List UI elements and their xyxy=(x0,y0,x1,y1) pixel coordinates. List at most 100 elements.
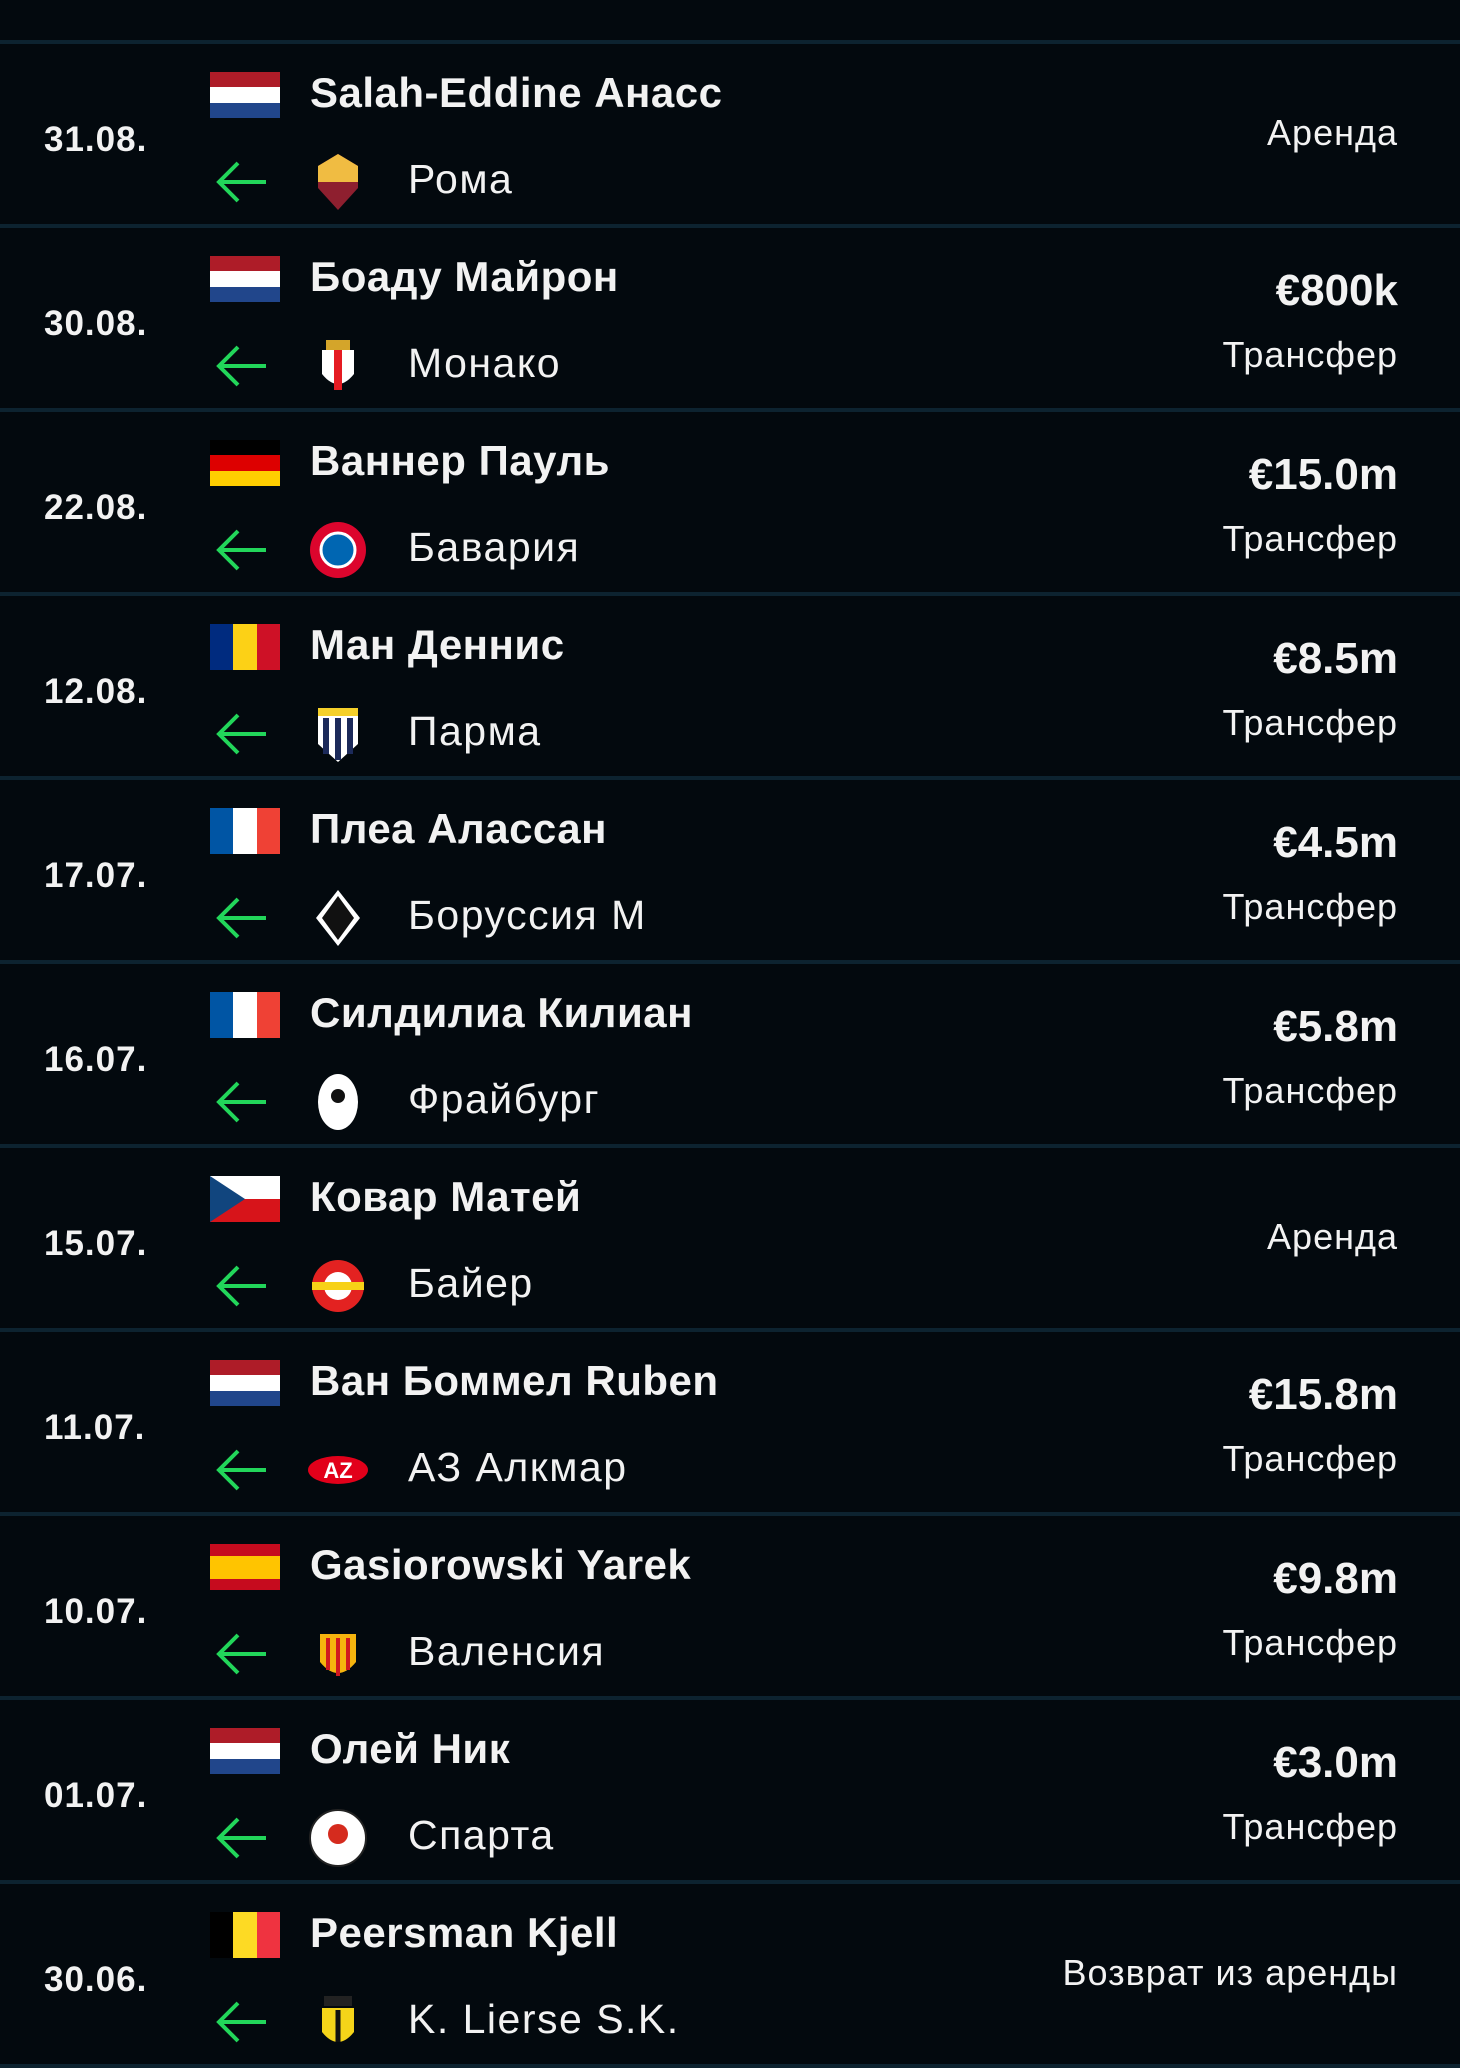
transfer-row[interactable]: 15.07. Ковар Матей Байер Аренда xyxy=(0,1148,1460,1328)
club-name[interactable]: Спарта xyxy=(408,1812,555,1858)
club-name[interactable]: Монако xyxy=(408,340,562,386)
arrow-left-icon xyxy=(216,161,266,203)
transfer-date: 11.07. xyxy=(44,1408,146,1447)
player-name[interactable]: Ман Деннис xyxy=(310,621,565,668)
transfer-row[interactable]: 17.07. Плеа Алассан Боруссия М €4.5m Тра… xyxy=(0,780,1460,960)
romania-flag-icon xyxy=(210,624,280,670)
transfer-date: 17.07. xyxy=(44,856,148,895)
player-name[interactable]: Gasiorowski Yarek xyxy=(310,1541,692,1588)
transfer-row[interactable]: 11.07. Ван Боммел Ruben AZ АЗ Алкмар €15… xyxy=(0,1332,1460,1512)
row-divider xyxy=(0,408,1460,412)
club-name[interactable]: Валенсия xyxy=(408,1628,606,1674)
transfer-date: 15.07. xyxy=(44,1224,148,1263)
transfer-type: Трансфер xyxy=(1222,702,1398,743)
transfer-row[interactable]: 01.07. Олей Ник Спарта €3.0m Трансфер xyxy=(0,1700,1460,1880)
arrow-left-icon xyxy=(216,713,266,755)
player-name[interactable]: Боаду Майрон xyxy=(310,253,619,300)
netherlands-flag-icon xyxy=(210,72,280,118)
transfer-fee: €9.8m xyxy=(1273,1554,1398,1603)
transfer-fee: €15.8m xyxy=(1248,1370,1398,1419)
transfer-date: 31.08. xyxy=(44,120,148,159)
monaco-crest-icon xyxy=(322,340,354,390)
player-name[interactable]: Олей Ник xyxy=(310,1725,511,1772)
transfer-type: Возврат из аренды xyxy=(1062,1952,1398,1993)
sparta-crest-icon xyxy=(309,1809,367,1867)
transfer-row[interactable]: 22.08. Ваннер Пауль Бавария €15.0m Транс… xyxy=(0,412,1460,592)
player-name[interactable]: Ваннер Пауль xyxy=(310,437,610,484)
player-name[interactable]: Peersman Kjell xyxy=(310,1909,619,1956)
transfer-type: Трансфер xyxy=(1222,1806,1398,1847)
club-name[interactable]: Боруссия М xyxy=(408,892,647,938)
transfer-fee: €4.5m xyxy=(1273,818,1398,867)
row-divider xyxy=(0,592,1460,596)
az-crest-icon: AZ xyxy=(308,1456,368,1484)
transfer-fee: €5.8m xyxy=(1273,1002,1398,1051)
arrow-left-icon xyxy=(216,1081,266,1123)
row-divider xyxy=(0,1328,1460,1332)
transfer-type: Трансфер xyxy=(1222,1622,1398,1663)
transfer-type: Трансфер xyxy=(1222,886,1398,927)
transfer-row[interactable]: 16.07. Силдилиа Килиан Фрайбург €5.8m Тр… xyxy=(0,964,1460,1144)
player-name[interactable]: Силдилиа Килиан xyxy=(310,989,694,1036)
transfer-fee: €8.5m xyxy=(1273,634,1398,683)
bayern-crest-icon xyxy=(310,522,366,578)
club-name[interactable]: Парма xyxy=(408,708,542,754)
club-name[interactable]: Рома xyxy=(408,156,514,202)
transfer-date: 16.07. xyxy=(44,1040,148,1079)
transfer-fee: €15.0m xyxy=(1248,450,1398,499)
row-divider xyxy=(0,1880,1460,1884)
transfer-row[interactable]: 30.06. Peersman Kjell K. Lierse S.K. Воз… xyxy=(0,1884,1460,2064)
transfer-type: Трансфер xyxy=(1222,1438,1398,1479)
club-name[interactable]: Фрайбург xyxy=(408,1076,601,1122)
transfer-date: 30.06. xyxy=(44,1960,148,1999)
transfer-type: Аренда xyxy=(1267,112,1398,153)
row-divider xyxy=(0,1696,1460,1700)
player-name[interactable]: Ван Боммел Ruben xyxy=(310,1357,719,1404)
arrow-left-icon xyxy=(216,1449,266,1491)
row-divider xyxy=(0,40,1460,44)
transfer-date: 10.07. xyxy=(44,1592,148,1631)
transfer-type: Трансфер xyxy=(1222,1070,1398,1111)
row-divider xyxy=(0,960,1460,964)
player-name[interactable]: Salah-Eddine Анасс xyxy=(310,69,723,116)
transfer-type: Трансфер xyxy=(1222,334,1398,375)
transfer-date: 12.08. xyxy=(44,672,148,711)
netherlands-flag-icon xyxy=(210,256,280,302)
transfer-date: 30.08. xyxy=(44,304,148,343)
transfer-fee: €3.0m xyxy=(1273,1738,1398,1787)
france-flag-icon xyxy=(210,808,280,854)
transfer-type: Трансфер xyxy=(1222,518,1398,559)
svg-text:AZ: AZ xyxy=(323,1458,352,1483)
parma-crest-icon xyxy=(318,708,358,762)
belgium-flag-icon xyxy=(210,1912,280,1958)
gladbach-crest-icon xyxy=(316,890,360,946)
club-name[interactable]: K. Lierse S.K. xyxy=(408,1996,680,2042)
transfer-row[interactable]: 12.08. Ман Деннис Парма €8.5m Трансфер xyxy=(0,596,1460,776)
club-name[interactable]: АЗ Алкмар xyxy=(408,1444,628,1490)
valencia-crest-icon xyxy=(320,1634,356,1676)
netherlands-flag-icon xyxy=(210,1360,280,1406)
germany-flag-icon xyxy=(210,440,280,486)
arrow-left-icon xyxy=(216,897,266,939)
transfer-row[interactable]: 31.08. Salah-Eddine Анасс Рома Аренда xyxy=(0,44,1460,224)
row-divider xyxy=(0,776,1460,780)
leverkusen-crest-icon xyxy=(312,1260,364,1312)
transfer-type: Аренда xyxy=(1267,1216,1398,1257)
club-name[interactable]: Бавария xyxy=(408,524,581,570)
row-divider xyxy=(0,1512,1460,1516)
arrow-left-icon xyxy=(216,1817,266,1859)
spain-flag-icon xyxy=(210,1544,280,1590)
transfer-row[interactable]: 30.08. Боаду Майрон Монако €800k Трансфе… xyxy=(0,228,1460,408)
arrow-left-icon xyxy=(216,1633,266,1675)
transfer-date: 01.07. xyxy=(44,1776,148,1815)
arrow-left-icon xyxy=(216,1265,266,1307)
transfer-fee: €800k xyxy=(1275,266,1398,315)
club-name[interactable]: Байер xyxy=(408,1260,534,1306)
player-name[interactable]: Плеа Алассан xyxy=(310,805,608,852)
france-flag-icon xyxy=(210,992,280,1038)
row-divider xyxy=(0,2064,1460,2068)
transfer-row[interactable]: 10.07. Gasiorowski Yarek Валенсия €9.8m … xyxy=(0,1516,1460,1696)
netherlands-flag-icon xyxy=(210,1728,280,1774)
player-name[interactable]: Ковар Матей xyxy=(310,1173,582,1220)
arrow-left-icon xyxy=(216,2001,266,2043)
